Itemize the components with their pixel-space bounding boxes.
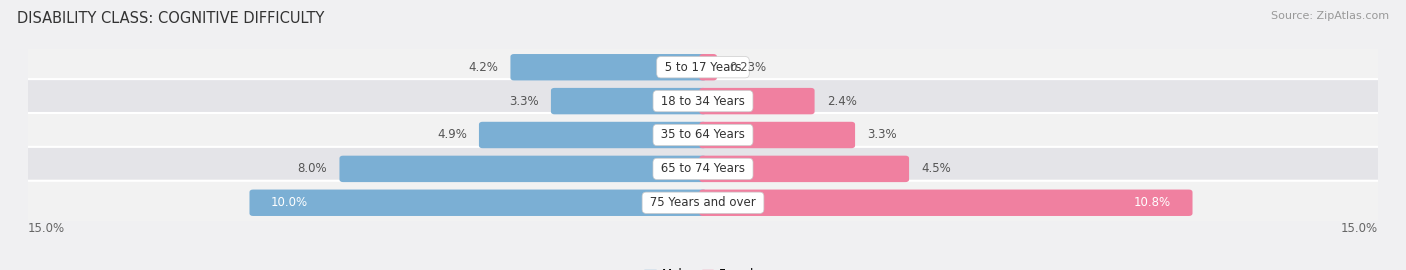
Text: 35 to 64 Years: 35 to 64 Years [657, 129, 749, 141]
FancyBboxPatch shape [479, 122, 707, 148]
FancyBboxPatch shape [699, 88, 814, 114]
FancyBboxPatch shape [699, 54, 717, 80]
FancyBboxPatch shape [551, 88, 707, 114]
Text: 4.2%: 4.2% [468, 61, 498, 74]
Text: 3.3%: 3.3% [509, 94, 538, 108]
FancyBboxPatch shape [699, 122, 855, 148]
FancyBboxPatch shape [249, 190, 707, 216]
Text: 65 to 74 Years: 65 to 74 Years [657, 162, 749, 176]
FancyBboxPatch shape [21, 147, 1385, 191]
Text: 10.0%: 10.0% [271, 196, 308, 209]
Text: 75 Years and over: 75 Years and over [647, 196, 759, 209]
FancyBboxPatch shape [21, 181, 1385, 225]
Text: 4.9%: 4.9% [437, 129, 467, 141]
FancyBboxPatch shape [699, 156, 910, 182]
Legend: Male, Female: Male, Female [644, 268, 762, 270]
Text: 10.8%: 10.8% [1133, 196, 1171, 209]
Text: 8.0%: 8.0% [298, 162, 328, 176]
FancyBboxPatch shape [21, 79, 1385, 123]
Text: Source: ZipAtlas.com: Source: ZipAtlas.com [1271, 11, 1389, 21]
FancyBboxPatch shape [699, 190, 1192, 216]
FancyBboxPatch shape [21, 45, 1385, 89]
Text: 2.4%: 2.4% [827, 94, 856, 108]
Text: 4.5%: 4.5% [921, 162, 950, 176]
Text: 0.23%: 0.23% [730, 61, 766, 74]
Text: 3.3%: 3.3% [868, 129, 897, 141]
FancyBboxPatch shape [510, 54, 707, 80]
Text: 15.0%: 15.0% [1341, 222, 1378, 235]
Text: 5 to 17 Years: 5 to 17 Years [661, 61, 745, 74]
Text: 18 to 34 Years: 18 to 34 Years [657, 94, 749, 108]
FancyBboxPatch shape [21, 113, 1385, 157]
FancyBboxPatch shape [339, 156, 707, 182]
Text: DISABILITY CLASS: COGNITIVE DIFFICULTY: DISABILITY CLASS: COGNITIVE DIFFICULTY [17, 11, 325, 26]
Text: 15.0%: 15.0% [28, 222, 65, 235]
